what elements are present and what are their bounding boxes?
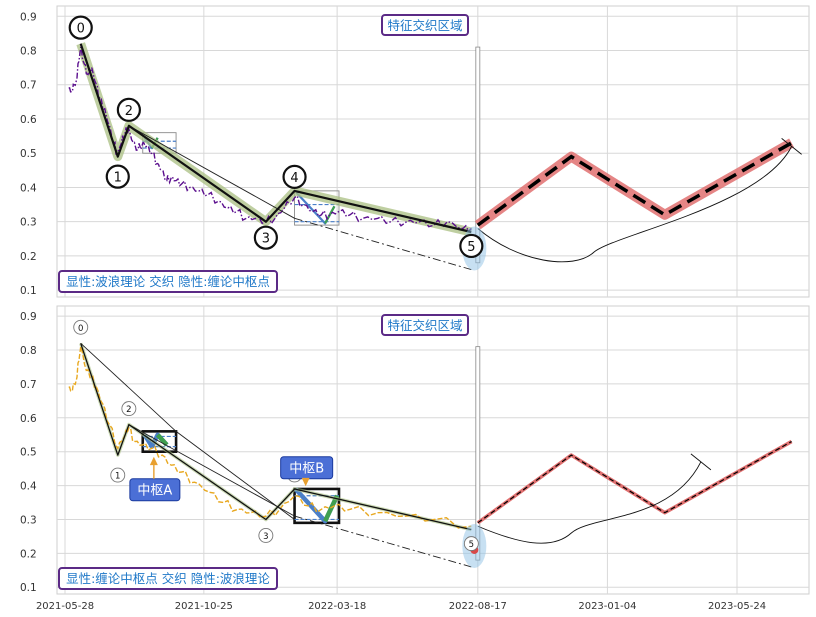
wave-point-marker	[459, 233, 484, 259]
y-tick-label: 0.3	[20, 217, 37, 229]
y-tick-label: 0.2	[20, 548, 37, 560]
y-tick-label: 0.9	[20, 11, 37, 23]
wave-point-marker	[253, 225, 278, 250]
x-tick-label: 2022-08-17	[449, 601, 507, 612]
y-tick-label: 0.7	[20, 80, 37, 92]
region-label-box	[381, 14, 469, 36]
wave-line	[79, 43, 472, 234]
trend-line	[128, 125, 295, 219]
wave-point-label: 5	[467, 240, 475, 255]
panel-bottom: 0.10.20.30.40.50.60.70.80.9012345特征交织区域显…	[20, 305, 810, 595]
trend-line	[128, 424, 295, 517]
legend-label-text: 显性:波浪理论 交织 隐性:缠论中枢点	[66, 274, 270, 289]
legend-label-box	[58, 567, 278, 590]
x-tick-label: 2023-01-04	[578, 601, 636, 612]
wave-point-label: 3	[263, 532, 268, 542]
wave-point-marker	[105, 164, 130, 189]
arc-end-tick	[690, 453, 712, 471]
center-arrow-head	[149, 456, 158, 466]
trend-line	[294, 217, 472, 271]
price-line	[68, 46, 472, 233]
y-tick-label: 0.1	[20, 582, 37, 594]
y-tick-label: 0.4	[20, 182, 37, 194]
wave-point-marker	[258, 528, 274, 543]
wave-line	[80, 343, 472, 531]
wave-point-label: 2	[126, 405, 131, 415]
region-label-text: 特征交织区域	[387, 318, 462, 333]
trend-line	[80, 342, 295, 520]
arc-end-tick	[781, 138, 802, 155]
center-stroke-green	[324, 205, 336, 224]
center-stroke-green	[155, 433, 169, 447]
x-tick-label: 2023-05-24	[708, 601, 766, 612]
forecast-dash	[477, 440, 792, 524]
x-tick-label: 2021-10-25	[175, 601, 233, 612]
y-tick-label: 0.1	[20, 285, 37, 297]
plot-frame	[56, 305, 810, 595]
y-tick-label: 0.4	[20, 481, 37, 493]
projection-arc	[477, 146, 793, 263]
center-label-box	[129, 478, 181, 502]
forecast-dash	[476, 141, 793, 227]
legend-label-text: 显性:缠论中枢点 交织 隐性:波浪理论	[66, 571, 270, 586]
wave-point-marker	[68, 15, 93, 40]
wave-point-marker	[282, 164, 307, 189]
x-tick-label: 2022-03-18	[308, 601, 366, 612]
plot-frame	[56, 5, 810, 298]
region-label-text: 特征交织区域	[387, 18, 462, 33]
y-tick-label: 0.5	[20, 447, 37, 459]
wave-point-marker	[73, 319, 89, 335]
y-tick-label: 0.8	[20, 345, 37, 357]
region-label-box	[381, 314, 469, 336]
trend-line	[294, 515, 472, 568]
center-arrow-head	[301, 477, 310, 487]
wave-point-label: 0	[77, 22, 85, 37]
y-tick-label: 0.6	[20, 413, 37, 425]
panel-top: 0.1 0.2 0.3 0.4 0.5 0.6 0.7 0.8 0.9 0 1 2 3 4 5 特征交织区域显…	[20, 5, 810, 298]
x-tick-label: 2021-05-28	[36, 601, 94, 612]
y-tick-label: 0.7	[20, 379, 37, 391]
wave-point-label: 2	[125, 104, 133, 119]
wave-point-label: 1	[114, 171, 122, 186]
y-tick-label: 0.3	[20, 514, 37, 526]
legend-label-box	[58, 270, 278, 293]
wave-point-label: 3	[262, 232, 270, 247]
center-label-text: 中枢B	[289, 461, 324, 476]
y-tick-label: 0.9	[20, 311, 37, 323]
wave-point-label: 0	[78, 324, 83, 334]
y-tick-label: 0.8	[20, 46, 37, 58]
wave-point-label: 4	[290, 171, 298, 186]
y-tick-label: 0.6	[20, 114, 37, 126]
y-tick-label: 0.5	[20, 148, 37, 160]
wave-point-label: 5	[469, 540, 474, 550]
center-zone-box	[141, 430, 178, 453]
wave-point-marker	[116, 97, 141, 122]
y-tick-label: 0.2	[20, 251, 37, 263]
wave-point-marker	[110, 467, 126, 483]
projection-arc	[477, 461, 702, 544]
price-line	[68, 346, 472, 529]
center-label-text: 中枢A	[137, 483, 172, 498]
wave-point-marker	[463, 536, 479, 552]
wave-point-marker	[121, 401, 137, 417]
wave-point-label: 1	[115, 472, 120, 482]
